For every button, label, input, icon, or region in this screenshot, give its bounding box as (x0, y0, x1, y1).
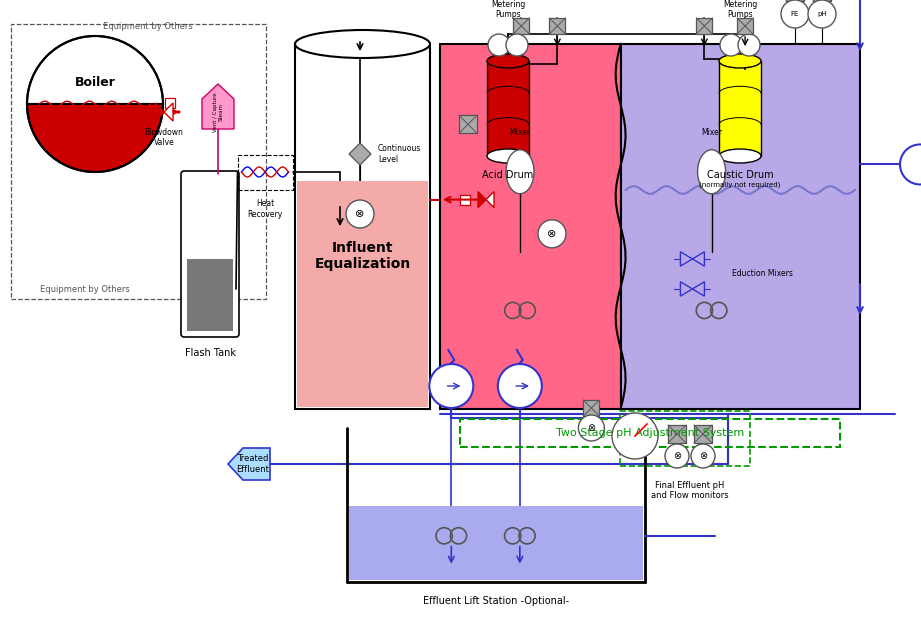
Ellipse shape (487, 54, 529, 68)
Ellipse shape (697, 150, 726, 194)
Bar (550, 18, 565, 34)
Circle shape (506, 34, 528, 56)
Text: ⊗: ⊗ (699, 451, 707, 461)
Circle shape (429, 364, 473, 408)
Circle shape (781, 0, 809, 28)
Text: ⊗: ⊗ (356, 209, 365, 219)
Text: Eduction Mixers: Eduction Mixers (732, 269, 793, 278)
Bar (737, 18, 753, 34)
Text: Blowdown
Valve: Blowdown Valve (145, 128, 183, 147)
Text: Two Stage pH Adjustment System: Two Stage pH Adjustment System (556, 428, 744, 438)
Bar (459, 115, 477, 133)
Ellipse shape (506, 150, 534, 194)
Bar (295, 44, 430, 409)
Bar (786, 0, 804, 1)
Bar (513, 18, 530, 34)
Circle shape (808, 0, 836, 28)
Bar (349, 506, 643, 580)
Text: Acid
Metering
Pumps: Acid Metering Pumps (491, 0, 525, 19)
Ellipse shape (719, 54, 761, 68)
Polygon shape (228, 448, 270, 480)
Circle shape (538, 220, 566, 248)
Text: ⊗: ⊗ (547, 229, 556, 239)
Wedge shape (27, 36, 163, 104)
Text: pH: pH (817, 11, 827, 17)
Circle shape (488, 34, 510, 56)
Text: Final Effluent pH
and Flow monitors: Final Effluent pH and Flow monitors (651, 481, 729, 500)
Text: Acid Drum: Acid Drum (483, 170, 533, 180)
Bar (440, 44, 621, 409)
Bar (460, 419, 840, 447)
Polygon shape (155, 103, 164, 121)
Text: Mixer: Mixer (509, 127, 530, 137)
Polygon shape (486, 191, 494, 207)
Ellipse shape (295, 30, 430, 58)
Ellipse shape (487, 149, 529, 163)
Text: ⊗: ⊗ (673, 451, 681, 461)
Ellipse shape (719, 149, 761, 163)
Text: Effluent Lift Station -Optional-: Effluent Lift Station -Optional- (423, 596, 569, 606)
Polygon shape (202, 84, 234, 129)
FancyBboxPatch shape (181, 171, 239, 337)
Circle shape (720, 34, 742, 56)
Text: Caustic Drum: Caustic Drum (706, 170, 774, 180)
Bar (696, 18, 712, 34)
Text: Vent / Capture
Steam: Vent / Capture Steam (213, 92, 224, 132)
Text: Equipment by Others: Equipment by Others (103, 22, 192, 31)
Polygon shape (349, 143, 371, 165)
Text: ⊗: ⊗ (588, 423, 595, 433)
Wedge shape (27, 104, 163, 172)
Bar (668, 425, 686, 443)
Polygon shape (478, 191, 486, 207)
Circle shape (346, 200, 374, 228)
Text: Flash Tank: Flash Tank (184, 348, 236, 358)
Text: Continuous
Level: Continuous Level (378, 145, 422, 164)
Circle shape (612, 413, 658, 459)
Text: Mixer: Mixer (701, 127, 722, 137)
Bar (238, 155, 293, 190)
Bar (297, 181, 428, 407)
Bar (165, 98, 175, 108)
Circle shape (900, 145, 921, 184)
Text: (normally not required): (normally not required) (699, 182, 781, 188)
Text: Caustic
Metering
Pumps: Caustic Metering Pumps (723, 0, 757, 19)
Bar (11, 24, 266, 299)
Circle shape (691, 444, 715, 468)
Bar (620, 411, 750, 466)
Text: Influent
Equalization: Influent Equalization (314, 240, 411, 271)
Bar (187, 259, 233, 331)
Circle shape (665, 444, 689, 468)
Bar (583, 400, 600, 416)
Text: Heat
Recovery: Heat Recovery (248, 200, 283, 219)
Text: Treated
Effluent: Treated Effluent (237, 455, 270, 474)
Bar (719, 61, 761, 156)
Text: Boiler: Boiler (75, 75, 115, 89)
Bar (813, 0, 831, 1)
Circle shape (498, 364, 542, 408)
Bar (460, 195, 470, 205)
Circle shape (578, 415, 604, 441)
Text: Equipment by Others: Equipment by Others (41, 285, 130, 294)
Circle shape (738, 34, 760, 56)
Bar (621, 44, 860, 409)
Polygon shape (164, 103, 173, 121)
Bar (487, 61, 529, 156)
Bar (694, 425, 712, 443)
Text: FE: FE (791, 11, 799, 17)
